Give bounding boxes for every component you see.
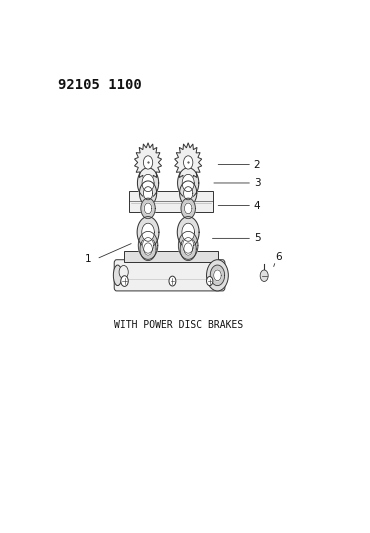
FancyBboxPatch shape — [124, 251, 218, 262]
Text: 3: 3 — [254, 178, 260, 188]
Polygon shape — [178, 231, 198, 260]
Circle shape — [144, 156, 153, 169]
Polygon shape — [179, 181, 197, 206]
Bar — [146, 212, 150, 228]
Polygon shape — [137, 216, 159, 248]
Polygon shape — [137, 168, 159, 198]
Bar — [186, 212, 190, 228]
Text: 1: 1 — [84, 254, 91, 264]
Bar — [145, 181, 151, 183]
Circle shape — [206, 277, 213, 286]
Polygon shape — [140, 238, 156, 261]
Polygon shape — [180, 238, 196, 261]
Circle shape — [169, 276, 176, 286]
Circle shape — [184, 156, 193, 169]
Circle shape — [121, 276, 128, 286]
Circle shape — [119, 265, 128, 279]
Polygon shape — [181, 198, 195, 219]
Polygon shape — [142, 174, 154, 191]
Text: 4: 4 — [254, 200, 260, 211]
Polygon shape — [210, 265, 225, 286]
Polygon shape — [139, 181, 157, 206]
Polygon shape — [182, 174, 194, 191]
Polygon shape — [214, 270, 221, 281]
Circle shape — [206, 260, 228, 291]
Polygon shape — [138, 231, 158, 260]
Circle shape — [260, 270, 268, 281]
Polygon shape — [142, 238, 154, 253]
Polygon shape — [184, 243, 192, 255]
Polygon shape — [141, 198, 155, 219]
Polygon shape — [178, 168, 199, 198]
Text: 5: 5 — [254, 233, 260, 244]
Polygon shape — [183, 238, 194, 253]
Text: WITH POWER DISC BRAKES: WITH POWER DISC BRAKES — [114, 320, 243, 329]
FancyBboxPatch shape — [130, 191, 212, 212]
Bar — [185, 181, 191, 183]
Polygon shape — [144, 243, 152, 255]
Polygon shape — [144, 203, 152, 214]
Ellipse shape — [113, 265, 122, 286]
Polygon shape — [134, 143, 162, 182]
Polygon shape — [142, 223, 154, 241]
Polygon shape — [185, 203, 192, 214]
Polygon shape — [182, 223, 195, 241]
Text: 2: 2 — [254, 159, 260, 169]
FancyBboxPatch shape — [114, 260, 225, 291]
Polygon shape — [184, 187, 193, 200]
Polygon shape — [144, 187, 153, 200]
Text: 6: 6 — [275, 252, 282, 262]
Polygon shape — [175, 143, 202, 182]
Text: 92105 1100: 92105 1100 — [58, 78, 141, 92]
Polygon shape — [177, 216, 199, 248]
